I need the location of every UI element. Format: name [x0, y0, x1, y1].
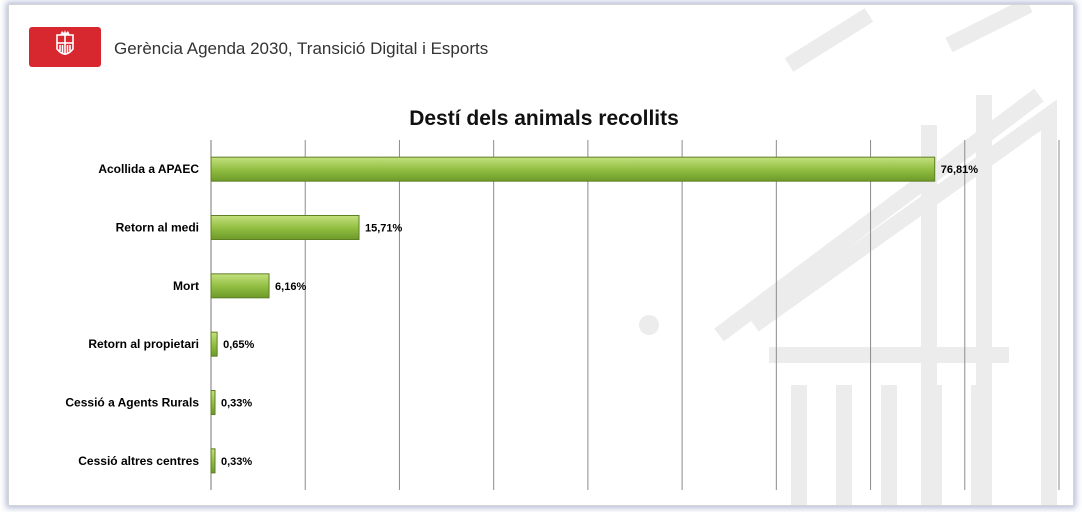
- value-label: 0,33%: [221, 398, 252, 410]
- value-label: 76,81%: [941, 164, 979, 176]
- bar: [210, 331, 218, 357]
- category-label: Cessió a Agents Rurals: [65, 396, 199, 410]
- bars: [210, 156, 936, 474]
- category-label: Retorn al medi: [116, 221, 199, 235]
- value-label: 0,65%: [223, 339, 254, 351]
- chart-frame: Gerència Agenda 2030, Transició Digital …: [8, 4, 1074, 506]
- bar-chart: Destí dels animals recollits Acollida a …: [65, 107, 1060, 490]
- category-labels: Acollida a APAEC Retorn al medi Mort Retorn…: [65, 162, 199, 468]
- category-label: Mort: [173, 279, 199, 293]
- value-labels: 76,81% 15,71% 6,16% 0,65% 0,33% 0,33%: [221, 164, 978, 468]
- value-label: 6,16%: [275, 281, 306, 293]
- bar: [210, 390, 216, 415]
- bar: [210, 273, 270, 299]
- watermark-logo: [639, 5, 1057, 505]
- category-label: Retorn al propietari: [88, 337, 199, 351]
- organization-name: Gerència Agenda 2030, Transició Digital …: [114, 39, 489, 58]
- bar: [210, 448, 216, 474]
- gridlines: [210, 140, 1060, 490]
- value-label: 15,71%: [365, 223, 403, 235]
- category-label: Cessió altres centres: [78, 454, 199, 468]
- category-label: Acollida a APAEC: [98, 162, 199, 176]
- bar: [210, 156, 936, 182]
- barcelona-shield-icon: [29, 27, 101, 67]
- bar: [210, 215, 360, 240]
- chart-title: Destí dels animals recollits: [409, 107, 679, 130]
- value-label: 0,33%: [221, 456, 252, 468]
